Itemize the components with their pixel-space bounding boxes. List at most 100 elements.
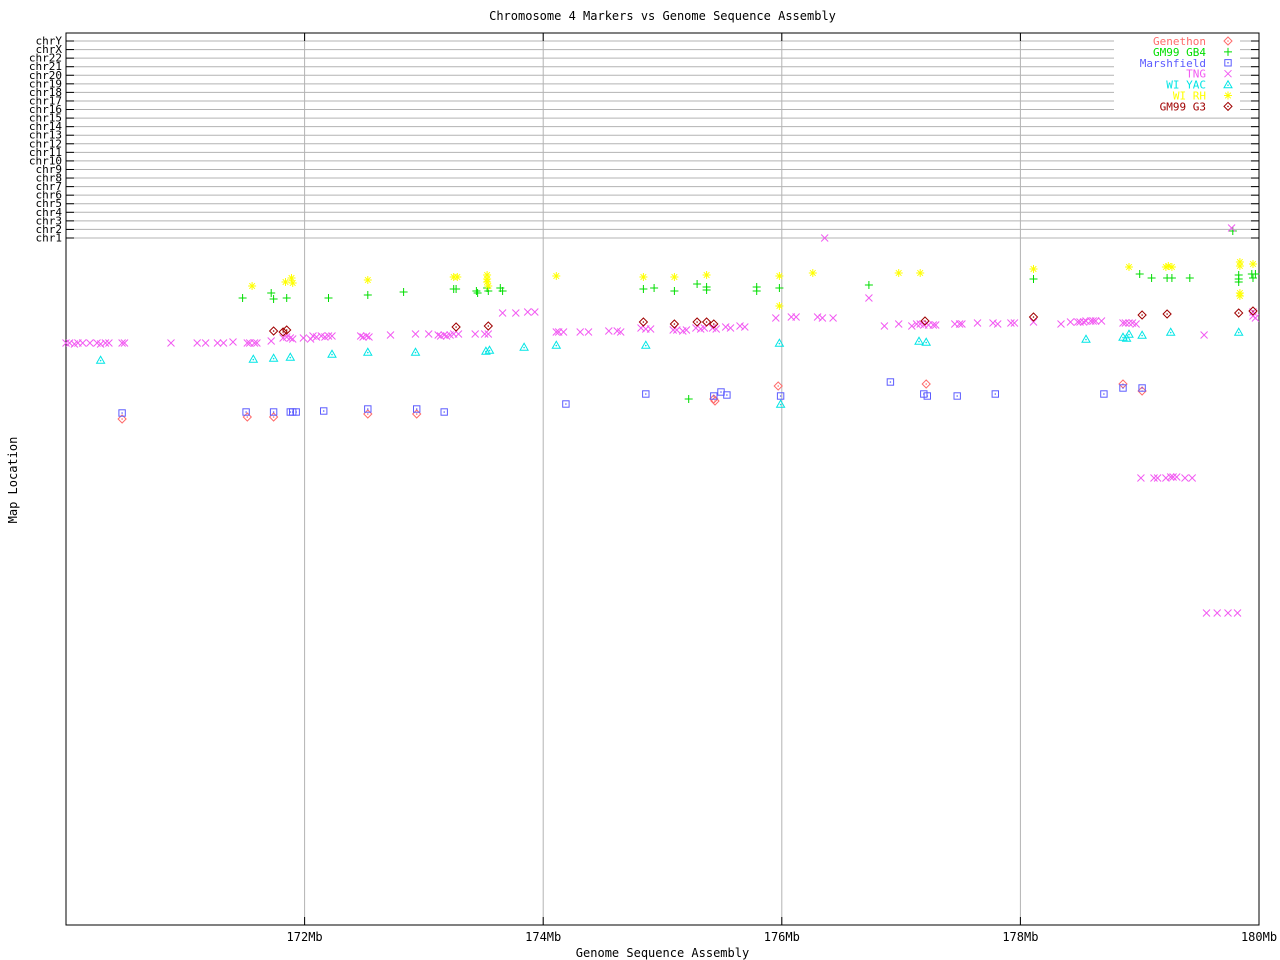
marker [1228,226,1238,236]
marker [1057,320,1065,328]
marker [991,390,999,398]
marker [692,317,702,327]
y-tick-label: chr17 [29,94,62,107]
marker [1161,474,1170,482]
marker [201,339,210,347]
marker [691,324,700,332]
marker [511,309,520,317]
marker [953,392,961,400]
marker [434,331,443,339]
marker [411,347,420,356]
plot-border [65,32,1260,926]
marker [1188,474,1197,482]
marker [1029,264,1038,274]
marker [1147,273,1157,283]
marker [551,340,561,349]
marker [774,271,784,281]
marker [894,320,903,328]
marker [776,392,785,400]
marker [411,330,420,338]
marker [1135,269,1145,279]
legend-background [1114,34,1240,113]
marker [1029,318,1038,326]
x-axis-label: Genome Sequence Assembly [575,946,750,960]
marker [451,322,461,332]
data-points [62,224,1260,617]
marker [559,328,568,336]
y-tick-label: chr9 [36,163,63,176]
marker [324,293,333,303]
y-tick-label: chr5 [36,197,63,210]
marker [721,323,730,331]
x-tick-label: 180Mb [1241,930,1277,944]
marker [483,321,493,331]
marker [989,319,997,327]
marker [483,281,493,291]
tick-labels: 172Mb 174Mb 176Mb 178Mb 180MbchrYchrXchr22ch… [29,35,1277,945]
y-tick-label: chr20 [29,69,62,82]
series-tng [62,224,1260,617]
marker [288,278,298,288]
x-tick-label: 172Mb [287,930,323,944]
marker [213,339,222,347]
series-marshfield [118,378,1146,417]
marker [248,354,258,363]
marker [1235,261,1245,271]
marker [702,270,712,280]
marker [269,408,278,416]
y-tick-label: chr3 [36,214,63,227]
y-tick-label: chr18 [29,86,62,99]
marker [471,330,480,338]
y-tick-label: chr19 [29,77,62,90]
marker [915,268,925,278]
marker [1150,474,1158,482]
marker [386,331,395,339]
y-tick-label: chr1 [36,232,63,245]
x-tick-label: 176Mb [764,930,800,944]
marker [1081,334,1091,343]
marker [320,407,328,415]
marker [1029,274,1038,284]
plot-frame [65,32,1260,926]
marker [1224,609,1232,617]
marker [78,339,87,347]
marker [269,326,279,336]
marker [101,339,110,347]
marker [886,378,895,386]
marker [1233,609,1242,617]
marker [167,339,175,347]
y-tick-label: chr21 [29,60,62,73]
legend-label: TNG [1186,68,1206,81]
marker [299,334,308,342]
marker [242,412,252,422]
marker [364,405,372,413]
marker [1136,474,1145,482]
legend-label: GM99 GB4 [1153,46,1206,59]
marker [1125,319,1133,327]
y-tick-label: chr4 [36,206,63,219]
marker [530,308,539,316]
marker [1227,224,1236,232]
marker [282,293,292,303]
marker [484,330,493,338]
marker [604,327,613,335]
marker [96,355,106,364]
marker [480,330,489,338]
marker [1248,259,1258,269]
marker [776,399,786,408]
marker [1097,317,1106,325]
marker [880,322,889,330]
marker [1181,474,1189,482]
marker [773,381,783,391]
marker [669,319,679,329]
marker [740,323,749,331]
legend-label: GM99 G3 [1160,100,1206,113]
legend-label: Marshfield [1140,57,1206,70]
marker [281,277,290,287]
marker [813,313,822,321]
marker [327,349,337,358]
y-tick-label: chrY [36,35,63,48]
marker [771,314,780,322]
